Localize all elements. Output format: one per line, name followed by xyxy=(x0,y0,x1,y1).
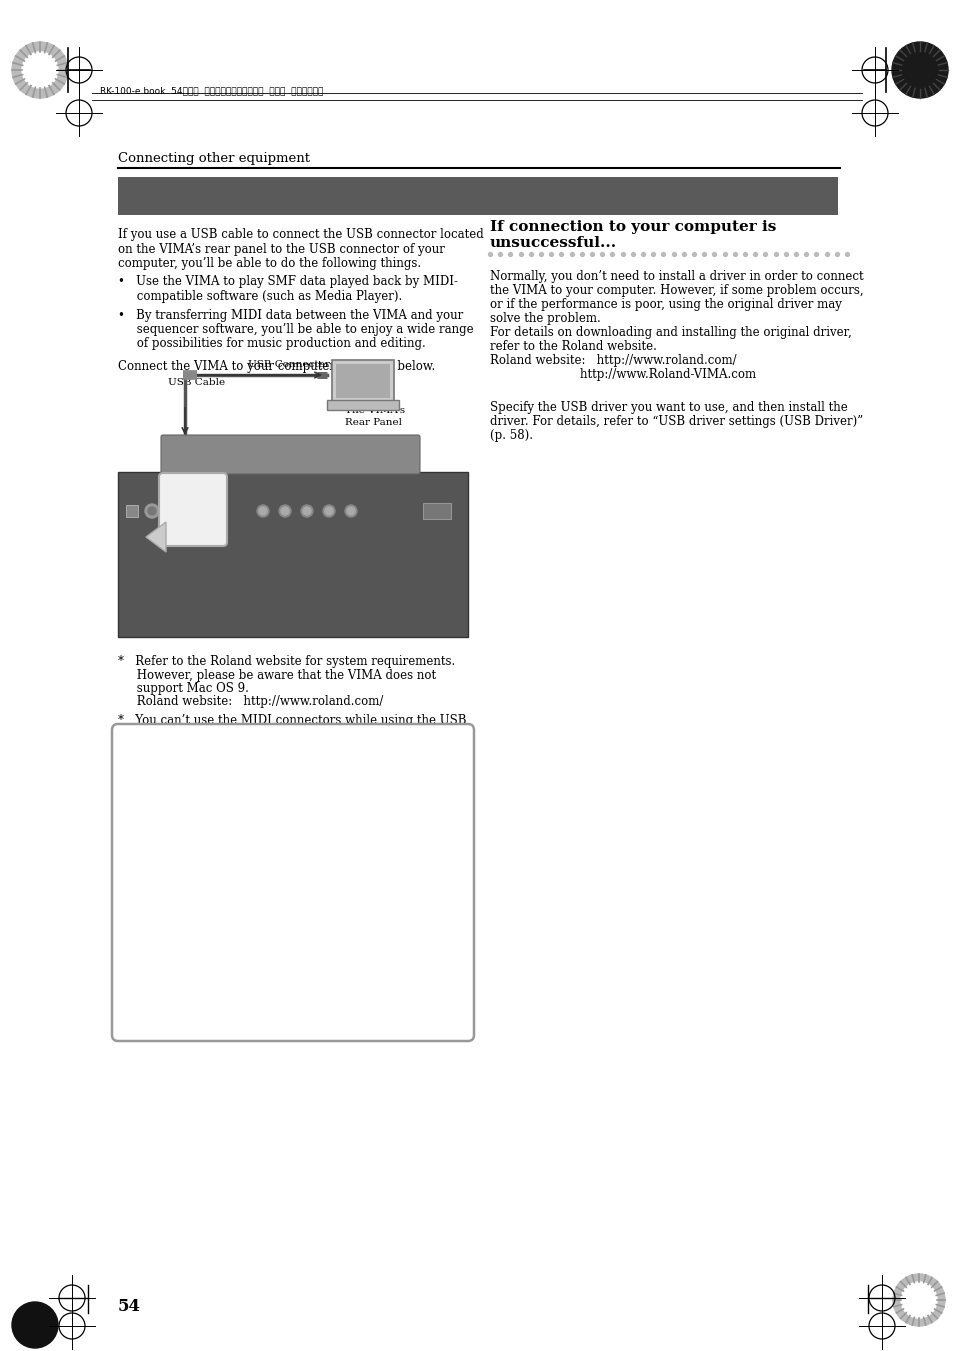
Text: USB Cable: USB Cable xyxy=(168,378,225,386)
Circle shape xyxy=(278,505,291,517)
Text: (p. 58).: (p. 58). xyxy=(490,430,533,442)
Circle shape xyxy=(325,507,333,515)
FancyBboxPatch shape xyxy=(159,473,227,546)
FancyBboxPatch shape xyxy=(118,471,468,638)
Text: RK-100-e.book  54ページ  ２００６年１１月２７日  月曜日  午後６時７分: RK-100-e.book 54ページ ２００６年１１月２７日 月曜日 午後６時… xyxy=(100,86,323,95)
Text: computer, you’ll be able to do the following things.: computer, you’ll be able to do the follo… xyxy=(118,257,420,270)
Circle shape xyxy=(345,505,356,517)
Text: connector.: connector. xyxy=(118,727,199,740)
Text: •: • xyxy=(128,865,134,878)
FancyBboxPatch shape xyxy=(332,359,394,403)
Circle shape xyxy=(900,1282,936,1319)
Text: If connection to your computer is: If connection to your computer is xyxy=(490,220,776,234)
Text: However, please be aware that the VIMA does not: However, please be aware that the VIMA d… xyxy=(118,669,436,681)
Text: A USB cable is not included. If you need to obtain: A USB cable is not included. If you need… xyxy=(142,865,438,878)
Text: solve the problem.: solve the problem. xyxy=(490,312,600,326)
Text: •   Use the VIMA to play SMF data played back by MIDI-: • Use the VIMA to play SMF data played b… xyxy=(118,276,457,289)
Circle shape xyxy=(347,507,355,515)
Text: Roland website:   http://www.roland.com/: Roland website: http://www.roland.com/ xyxy=(490,354,736,367)
Text: way down and turn off the power on all equipment: way down and turn off the power on all e… xyxy=(142,794,443,808)
Text: The VIMA’s: The VIMA’s xyxy=(345,407,405,415)
Text: To avoid the risk of malfunction and/or speaker: To avoid the risk of malfunction and/or … xyxy=(142,767,424,781)
Text: Connect the VIMA to your computer as shown below.: Connect the VIMA to your computer as sho… xyxy=(118,359,435,373)
Circle shape xyxy=(12,42,68,99)
Text: If you use a USB cable to connect the USB connector located: If you use a USB cable to connect the US… xyxy=(118,228,483,240)
Circle shape xyxy=(258,507,267,515)
Text: USB.: USB. xyxy=(142,843,172,857)
Text: the VIMA to your computer. However, if some problem occurs,: the VIMA to your computer. However, if s… xyxy=(490,284,862,297)
Text: For details on downloading and installing the original driver,: For details on downloading and installin… xyxy=(490,326,851,339)
Text: VIMA’s power on/off while your MIDI application is: VIMA’s power on/off while your MIDI appl… xyxy=(142,927,447,940)
Text: or if the performance is poor, using the original driver may: or if the performance is poor, using the… xyxy=(490,299,841,311)
Text: Specify the USB driver you want to use, and then install the: Specify the USB driver you want to use, … xyxy=(490,401,847,413)
Text: one, ask the dealer where you purchased the VIMA.: one, ask the dealer where you purchased … xyxy=(142,878,452,892)
Text: support Mac OS 9.: support Mac OS 9. xyxy=(118,682,249,694)
FancyBboxPatch shape xyxy=(335,363,390,399)
Text: compatible software (such as Media Player).: compatible software (such as Media Playe… xyxy=(118,290,402,303)
Text: •: • xyxy=(128,767,134,781)
Text: Switch on power to the VIMA before you start up the: Switch on power to the VIMA before you s… xyxy=(142,900,458,913)
Text: damage, always make sure to turn the volume all the: damage, always make sure to turn the vol… xyxy=(142,781,457,794)
Circle shape xyxy=(148,507,156,515)
Text: on the VIMA’s rear panel to the USB connector of your: on the VIMA’s rear panel to the USB conn… xyxy=(118,242,444,255)
Text: —◂▸—: —◂▸— xyxy=(180,543,206,551)
FancyBboxPatch shape xyxy=(161,435,419,474)
Circle shape xyxy=(301,505,313,517)
Text: Rear Panel: Rear Panel xyxy=(345,417,401,427)
Circle shape xyxy=(281,507,289,515)
Text: *   Refer to the Roland website for system requirements.: * Refer to the Roland website for system… xyxy=(118,655,455,667)
Text: *   You can’t use the MIDI connectors while using the USB: * You can’t use the MIDI connectors whil… xyxy=(118,713,466,727)
FancyBboxPatch shape xyxy=(422,503,451,519)
FancyBboxPatch shape xyxy=(327,400,398,409)
FancyBboxPatch shape xyxy=(126,505,138,517)
Text: Normally, you don’t need to install a driver in order to connect: Normally, you don’t need to install a dr… xyxy=(490,270,862,282)
Text: USB Connecter: USB Connecter xyxy=(248,359,330,369)
Text: driver. For details, refer to “USB driver settings (USB Driver)”: driver. For details, refer to “USB drive… xyxy=(490,415,862,428)
Circle shape xyxy=(145,504,159,517)
Circle shape xyxy=(323,505,335,517)
Text: sequencer software, you’ll be able to enjoy a wide range: sequencer software, you’ll be able to en… xyxy=(118,323,473,336)
Text: of possibilities for music production and editing.: of possibilities for music production an… xyxy=(118,338,425,350)
Circle shape xyxy=(256,505,269,517)
Text: unsuccessful...: unsuccessful... xyxy=(490,236,617,250)
Text: 54: 54 xyxy=(118,1298,141,1315)
Circle shape xyxy=(12,1302,58,1348)
Text: Connecting other equipment: Connecting other equipment xyxy=(118,153,310,165)
Text: MIDI application on your computer. Don’t turn the: MIDI application on your computer. Don’t… xyxy=(142,913,443,927)
Text: •: • xyxy=(128,830,134,843)
Circle shape xyxy=(22,51,58,88)
Text: Roland website:   http://www.roland.com/: Roland website: http://www.roland.com/ xyxy=(118,696,383,708)
Polygon shape xyxy=(146,521,166,553)
Text: Only MIDI data can be transmitted and received via: Only MIDI data can be transmitted and re… xyxy=(142,830,452,843)
Circle shape xyxy=(892,1274,944,1325)
FancyBboxPatch shape xyxy=(118,177,837,215)
FancyBboxPatch shape xyxy=(112,724,474,1042)
Text: •: • xyxy=(128,900,134,913)
Text: ⎙: ⎙ xyxy=(188,499,198,516)
Text: USB: USB xyxy=(184,527,201,536)
Circle shape xyxy=(303,507,311,515)
Circle shape xyxy=(891,42,947,99)
Text: before you make any connections.: before you make any connections. xyxy=(142,808,345,821)
Text: Connecting your computer: Connecting your computer xyxy=(128,181,482,205)
Text: •   By transferring MIDI data between the VIMA and your: • By transferring MIDI data between the … xyxy=(118,308,463,322)
Text: Computer: Computer xyxy=(339,380,393,389)
Text: Caution: Caution xyxy=(130,748,185,761)
Text: http://www.Roland-VIMA.com: http://www.Roland-VIMA.com xyxy=(490,367,756,381)
Text: refer to the Roland website.: refer to the Roland website. xyxy=(490,340,657,353)
Text: running.: running. xyxy=(142,940,193,954)
